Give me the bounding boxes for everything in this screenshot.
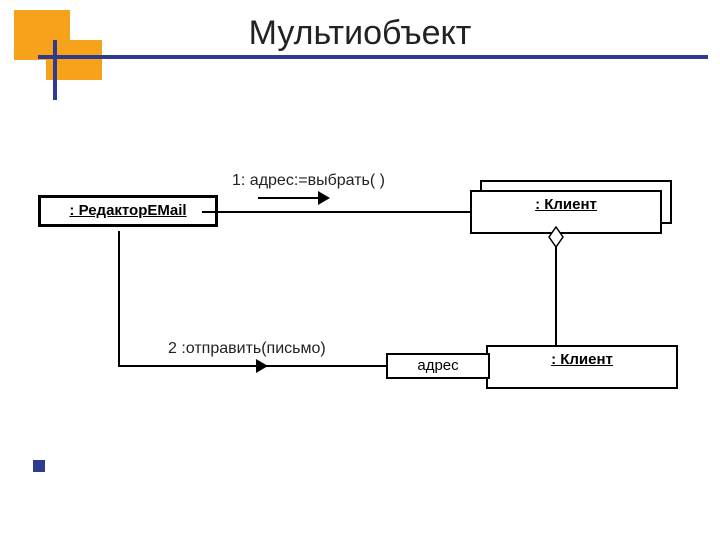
node-editor-label: : РедакторEMail [69,202,186,219]
message-1-label: 1: адрес:=выбрать( ) [232,172,385,190]
node-client-stack-front: : Клиент [470,190,662,234]
bullet-icon [33,460,45,472]
message-1-arrow-head [318,191,330,205]
link-editor-down [118,231,120,365]
qualifier-label: адрес [417,357,458,374]
aggregation-diamond-icon [548,226,564,248]
page-title: Мультиобъект [0,14,720,53]
message-2-label: 2 :отправить(письмо) [168,340,326,358]
link-diamond-down [555,246,557,345]
qualifier-box: адрес [386,353,490,379]
message-1-arrow-shaft [258,197,318,199]
link-editor-clientstack [202,211,470,213]
link-bottom-h [118,365,386,367]
node-client-stack-label: : Клиент [535,196,597,213]
decor-blue-hline [38,55,708,59]
node-client-single: : Клиент [486,345,678,389]
node-client-single-label: : Клиент [551,351,613,368]
node-editor: : РедакторEMail [38,195,218,227]
